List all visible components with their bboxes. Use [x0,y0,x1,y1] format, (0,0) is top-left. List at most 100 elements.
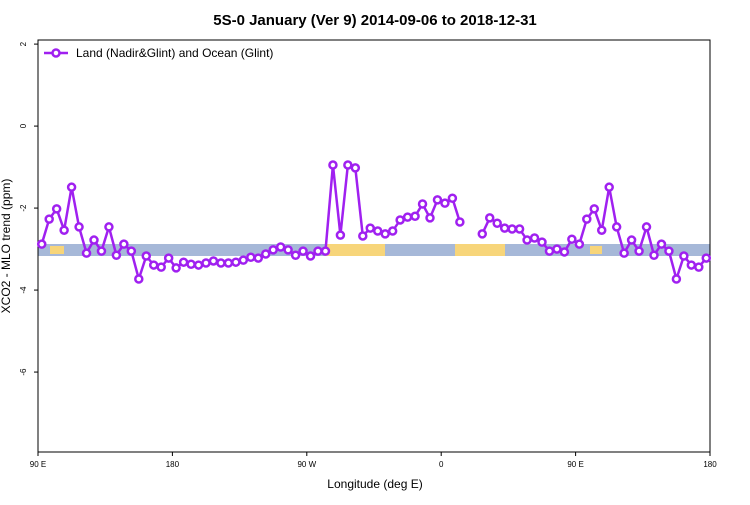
data-point [111,250,122,260]
legend-label: Land (Nadir&Glint) and Ocean (Glint) [76,46,273,60]
data-point [626,235,637,245]
data-point [186,259,196,269]
x-tick-label: 180 [166,460,180,469]
data-point [156,262,166,272]
data-point [246,252,256,263]
data-point [694,262,704,272]
chart-title: 5S-0 January (Ver 9) 2014-09-06 to 2018-… [213,12,537,29]
data-point [343,160,353,170]
data-point [275,242,286,252]
data-point [74,222,84,232]
data-point [350,163,361,173]
data-point [163,253,174,263]
data-point [402,212,413,222]
data-point [358,231,368,241]
data-point [238,255,249,265]
data-point [522,235,532,245]
x-tick-label: 90 W [297,460,316,469]
data-point [313,246,323,256]
data-point [44,214,54,224]
data-point [410,211,420,222]
data-point [126,246,137,256]
y-tick-label: -6 [19,368,28,376]
data-point [604,182,614,192]
x-tick-label: 90 E [567,460,583,469]
data-point [552,244,562,254]
data-point [641,222,652,232]
data-point [193,260,204,270]
y-tick-label: -4 [19,286,28,294]
data-point [484,213,495,223]
data-point [611,222,622,232]
data-point [574,239,585,249]
data-point [529,233,540,243]
data-point [231,257,241,267]
data-point [619,248,629,258]
data-point [148,260,159,270]
data-point [567,234,577,244]
data-point [507,224,517,234]
data-point [59,225,69,235]
data-point [559,247,570,257]
data-point [634,246,644,256]
data-point [492,218,502,228]
x-tick-label: 90 E [30,460,46,469]
data-point [268,245,278,255]
data-point [104,222,114,232]
data-point [596,225,607,235]
data-point [499,223,510,233]
data-point [208,256,219,266]
series-line [40,163,708,284]
data-point [36,239,47,249]
legend-marker [51,48,61,58]
data-point [380,229,390,239]
map-strip [38,244,710,256]
data-point [440,198,450,208]
data-point [96,246,107,256]
data-point [664,246,674,256]
y-tick-label: 2 [19,41,28,46]
data-point [328,160,338,170]
data-point [477,229,488,239]
data-point [134,274,144,284]
data-point [201,258,211,268]
data-point [372,226,383,236]
data-point [537,237,547,247]
x-tick-label: 0 [439,460,444,469]
data-point [283,245,293,255]
data-point [432,195,443,205]
data-point [253,253,264,263]
data-point [171,263,181,273]
data-point [216,258,226,268]
y-tick-label: -2 [19,204,28,212]
y-axis-label: XCO2 - MLO trend (ppm) [0,179,13,314]
data-point [686,260,697,270]
data-point [395,215,405,225]
data-point [365,223,376,233]
data-point [701,253,712,263]
y-tick-label: 0 [19,123,28,128]
data-point [81,248,92,258]
data-point [290,250,301,260]
data-point [514,224,525,234]
data-point [417,199,428,209]
data-point [679,251,689,261]
data-point [66,182,77,192]
data-point [455,217,465,227]
data-point [447,193,458,203]
data-point [656,239,667,249]
data-point [320,246,331,256]
data-point [544,246,555,256]
data-point [649,250,659,260]
data-point [223,258,234,268]
data-point [178,257,189,267]
data-point [89,235,99,245]
data-point [387,226,398,236]
data-point [51,204,62,214]
x-tick-label: 180 [703,460,717,469]
data-point [141,251,152,261]
data-point [671,274,682,284]
data-point [305,251,316,261]
data-point [119,239,129,249]
